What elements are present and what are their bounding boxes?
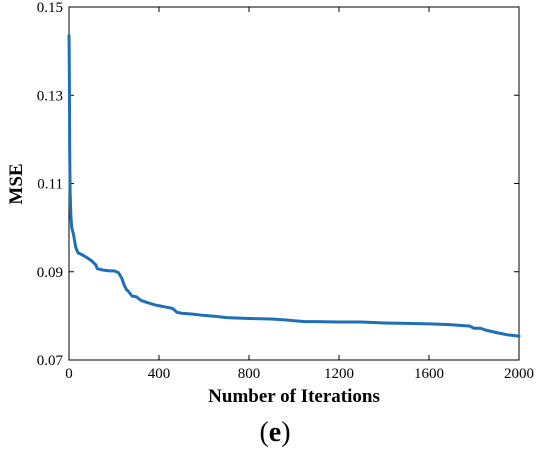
x-tick-label: 1600 — [414, 366, 444, 382]
panel-label: (e) — [259, 417, 290, 448]
y-tick-label: 0.09 — [37, 265, 63, 281]
panel-label-open: ( — [259, 417, 268, 448]
panel-label-letter: e — [269, 417, 281, 448]
y-tick-label: 0.07 — [37, 353, 64, 369]
mse-series-line — [67, 34, 521, 338]
y-tick-label: 0.13 — [37, 88, 63, 104]
x-axis-label: Number of Iterations — [208, 386, 380, 407]
y-axis-label: MSE — [6, 163, 27, 204]
x-tick-label: 0 — [65, 366, 73, 382]
tick-marks — [68, 6, 520, 361]
plot-frame — [68, 6, 520, 361]
x-tick-label: 1200 — [324, 366, 354, 382]
x-tick-labels: 0 400 800 1200 1600 2000 — [65, 366, 534, 382]
y-tick-labels: 0.07 0.09 0.11 0.13 0.15 — [37, 0, 64, 369]
panel-label-close: ) — [281, 417, 290, 448]
x-tick-label: 800 — [238, 366, 261, 382]
y-tick-label: 0.11 — [37, 177, 63, 193]
y-tick-label: 0.15 — [37, 0, 63, 16]
x-tick-label: 400 — [148, 366, 171, 382]
x-tick-label: 2000 — [504, 366, 534, 382]
